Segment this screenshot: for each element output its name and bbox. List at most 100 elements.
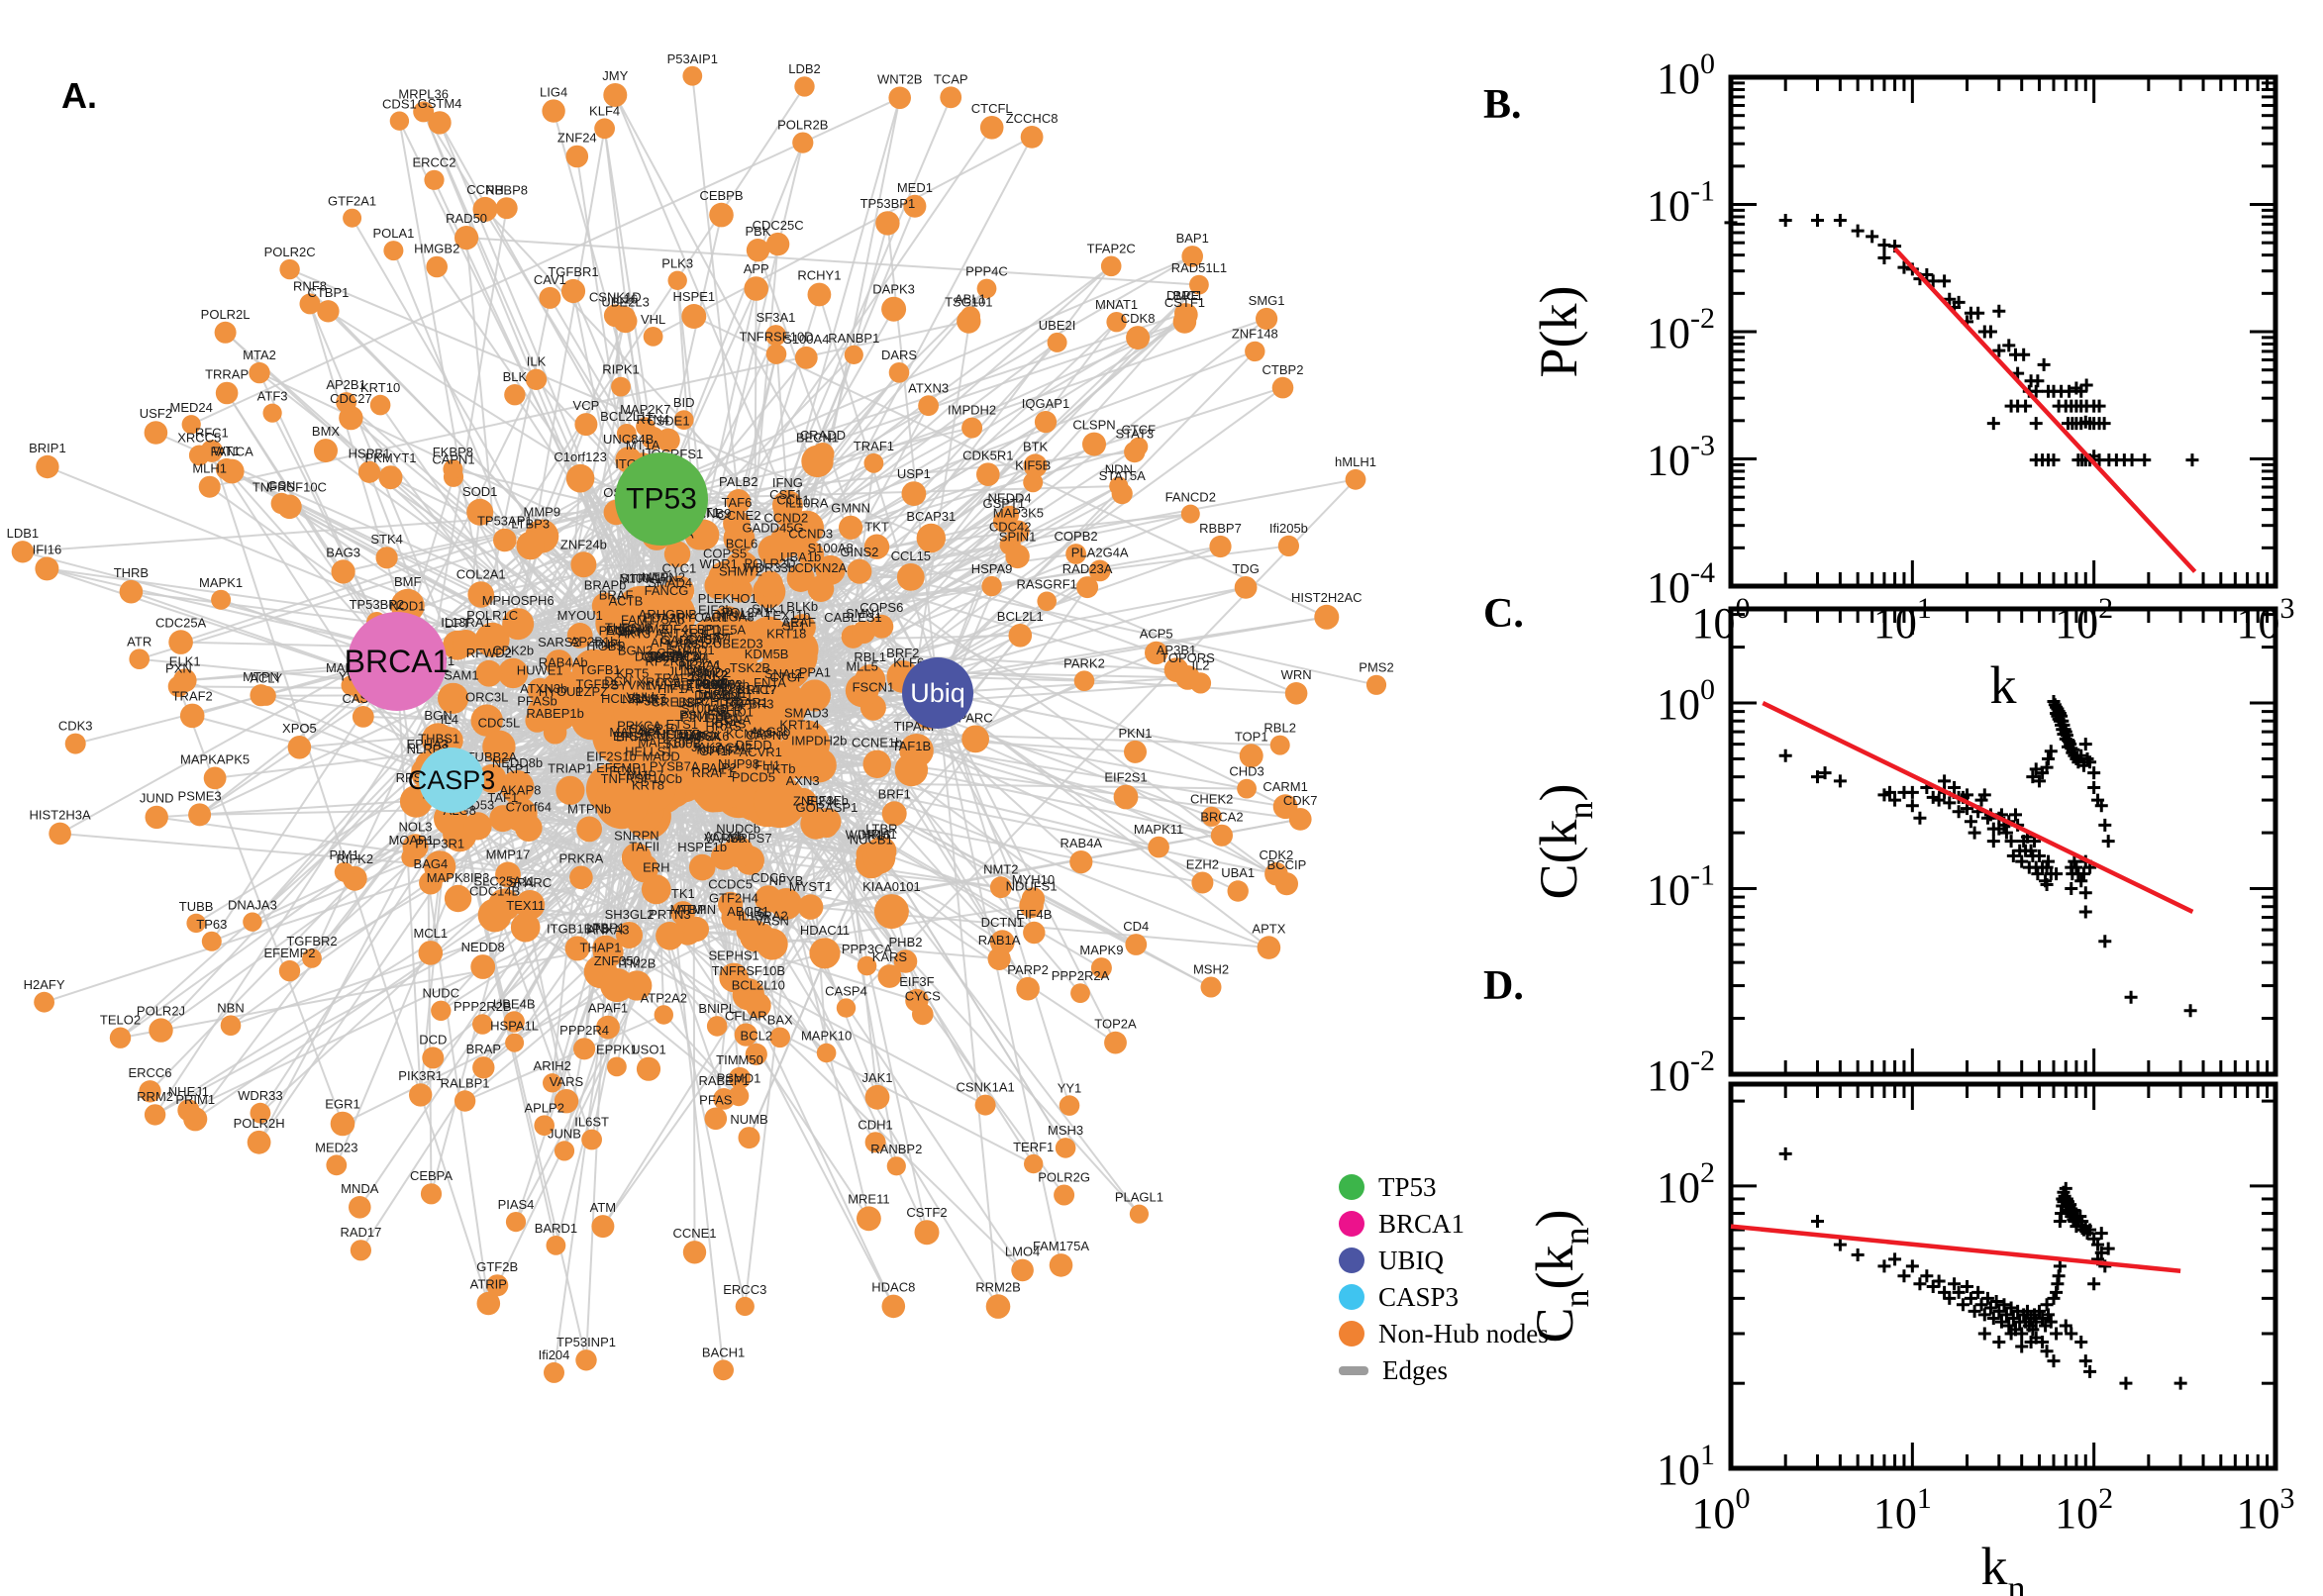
data-point	[1833, 214, 1847, 228]
legend-item-non-hub-nodes: Non-Hub nodes	[1339, 1319, 1549, 1348]
network-edge	[824, 586, 1088, 954]
network-node	[503, 1011, 525, 1033]
fit-line	[1892, 247, 2197, 573]
data-point	[2065, 882, 2078, 896]
legend-dot-icon	[1339, 1284, 1364, 1310]
tick-label: 10-3	[1647, 430, 1715, 485]
network-node	[961, 725, 989, 753]
data-point	[1905, 785, 1919, 799]
legend-item-casp3: CASP3	[1339, 1282, 1549, 1312]
network-node	[979, 116, 1004, 140]
legend-dot-icon	[1339, 1321, 1364, 1347]
data-point	[2078, 905, 2092, 919]
network-node	[424, 169, 445, 190]
network-node	[1082, 432, 1106, 456]
data-point	[1977, 1327, 1991, 1341]
data-point	[1877, 250, 1891, 264]
data-point	[1877, 1259, 1891, 1273]
axis-ticks	[1729, 1084, 2277, 1470]
network-edge	[450, 817, 986, 1106]
legend-label: TP53	[1378, 1171, 1437, 1202]
data-point	[1851, 224, 1865, 238]
data-point	[2078, 886, 2092, 900]
network-node	[794, 346, 818, 369]
network-node	[357, 460, 381, 483]
network-node	[534, 1115, 555, 1136]
legend-label: BRCA1	[1378, 1208, 1465, 1239]
network-node	[816, 1043, 837, 1063]
data-point	[2173, 1376, 2187, 1390]
data-point	[1866, 230, 1879, 244]
tick-label: 100	[1657, 48, 1715, 103]
tick-label: 10-1	[1647, 175, 1715, 231]
network-edge	[801, 627, 1029, 990]
network-edge	[660, 142, 804, 500]
network-node	[144, 421, 168, 445]
data-point	[2017, 348, 2031, 361]
axis-title: C(kn)	[1529, 784, 1600, 900]
data-point	[2183, 1004, 2197, 1018]
tick-label: 101	[1873, 592, 1932, 648]
data-point	[1833, 774, 1847, 788]
data-point	[1778, 214, 1792, 228]
network-node	[881, 1294, 906, 1319]
legend-label: UBIQ	[1378, 1245, 1444, 1275]
network-node	[654, 1005, 673, 1025]
network-node	[1257, 936, 1281, 959]
network-node	[1237, 778, 1257, 799]
legend-item-brca1: BRCA1	[1339, 1209, 1549, 1239]
data-point	[2087, 781, 2101, 795]
data-point	[2124, 990, 2138, 1004]
legend-edge-icon	[1339, 1365, 1368, 1375]
data-point	[1778, 748, 1792, 762]
legend-label: Edges	[1382, 1354, 1448, 1385]
legend-item-edges: Edges	[1339, 1355, 1549, 1385]
network-edge	[691, 75, 740, 502]
network-edge	[153, 642, 467, 1116]
data-point	[1956, 1298, 1970, 1312]
network-nodes	[11, 65, 1387, 1383]
data-point	[2031, 374, 2045, 388]
network-node	[616, 424, 637, 444]
network-edge	[937, 676, 1188, 694]
network-node	[862, 749, 891, 778]
axis-title: k	[1990, 655, 2017, 715]
data-point	[2185, 453, 2199, 467]
data-point	[2074, 874, 2088, 888]
network-node	[746, 239, 770, 262]
axis-title: kn	[1981, 1537, 2026, 1596]
network-node	[1191, 871, 1214, 894]
axis-title: P(k)	[1529, 286, 1588, 378]
network-edge	[746, 586, 1247, 729]
network-node	[1008, 624, 1033, 648]
data-point	[2050, 1327, 2064, 1341]
data-point	[1968, 826, 1981, 840]
network-node	[510, 912, 541, 943]
data-point	[1851, 1248, 1865, 1262]
legend-item-tp53: TP53	[1339, 1172, 1549, 1202]
network-edge	[466, 237, 1199, 286]
network-node	[330, 1111, 355, 1137]
network-node	[249, 361, 270, 384]
tick-label: 101	[1873, 1482, 1932, 1538]
network-node	[706, 1016, 728, 1037]
network-edge	[177, 686, 344, 1125]
data-point	[1938, 274, 1952, 288]
data-point	[1971, 306, 1985, 320]
data-point	[1938, 774, 1952, 788]
network-node	[215, 381, 239, 405]
network-node	[1239, 744, 1263, 768]
data-point	[2009, 808, 2022, 822]
network-node	[581, 1129, 602, 1150]
tick-label: 103	[2237, 1482, 2295, 1538]
data-point	[1913, 1277, 1927, 1291]
network-edge	[628, 934, 781, 1039]
tick-label: 100	[1692, 592, 1751, 648]
tick-label: 103	[2237, 592, 2295, 648]
network-edge	[733, 951, 826, 979]
network-edge	[427, 208, 508, 681]
network-node	[1059, 1095, 1080, 1116]
data-point	[1920, 1269, 1934, 1283]
